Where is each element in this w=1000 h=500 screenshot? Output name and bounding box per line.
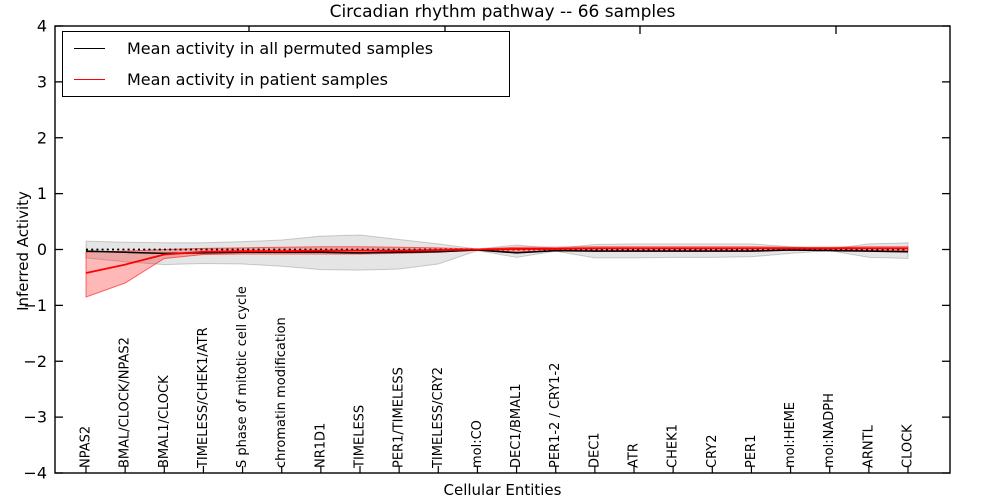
- x-tick-label: NR1D1: [313, 423, 328, 468]
- x-tick-label: TIMELESS/CHEK1/ATR: [196, 327, 211, 469]
- y-tick-label: 2: [37, 128, 47, 147]
- x-tick-label: BMAL1/CLOCK: [157, 375, 172, 468]
- x-tick-label: CRY2: [705, 435, 720, 469]
- x-tick-label: PER1-2 / CRY1-2: [548, 363, 563, 468]
- x-tick-label: NPAS2: [79, 426, 94, 468]
- x-tick-label: CHEK1: [666, 424, 681, 468]
- x-tick-label: DEC1/BMAL1: [509, 384, 524, 469]
- y-tick-label: −2: [23, 352, 47, 371]
- x-tick-label: mol:HEME: [783, 402, 798, 468]
- legend-line-sample-red: [74, 79, 105, 81]
- x-tick-label: DEC1: [587, 432, 602, 468]
- y-tick-label: 1: [37, 184, 47, 203]
- x-tick-label: BMAL/CLOCK/NPAS2: [118, 337, 133, 468]
- band-permuted-samples-range: [85, 234, 909, 271]
- line-mean-activity-in-all-permuted-samples: [85, 249, 909, 255]
- x-tick-label: S phase of mitotic cell cycle: [235, 286, 250, 468]
- y-tick-label: 3: [37, 72, 47, 91]
- x-tick-label: ARNTL: [861, 424, 876, 468]
- y-tick-label: 0: [37, 240, 47, 259]
- x-tick-label: CLOCK: [901, 424, 916, 468]
- y-tick-label: −3: [23, 408, 47, 427]
- legend-label: Mean activity in all permuted samples: [127, 38, 434, 58]
- x-tick-label: PER1: [744, 435, 759, 468]
- legend-item-patient: Mean activity in patient samples: [63, 65, 509, 95]
- x-tick-label: TIMELESS/CRY2: [431, 367, 446, 469]
- x-tick-label: TIMELESS: [353, 405, 368, 469]
- x-tick-label: PER1/TIMELESS: [392, 367, 407, 468]
- legend-box: Mean activity in all permuted samples Me…: [62, 31, 510, 97]
- x-tick-label: ATR: [627, 443, 642, 468]
- x-tick-label: chromatin modification: [274, 317, 289, 468]
- x-tick-label: mol:NADPH: [822, 393, 837, 468]
- line-mean-activity-in-patient-samples: [85, 247, 908, 274]
- band-patient-samples-range: [85, 246, 909, 298]
- legend-label: Mean activity in patient samples: [127, 70, 388, 90]
- x-axis-label: Cellular Entities: [443, 481, 562, 499]
- legend-line-sample-black: [74, 47, 105, 49]
- y-tick-label: −1: [23, 296, 47, 315]
- x-tick-label: mol:CO: [470, 420, 485, 468]
- y-tick-label: 4: [37, 17, 47, 36]
- y-axis-label: Inferred Activity: [14, 191, 32, 311]
- y-tick-label: −4: [23, 464, 47, 483]
- legend-item-permuted: Mean activity in all permuted samples: [63, 33, 509, 63]
- chart-title: Circadian rhythm pathway -- 66 samples: [329, 2, 676, 22]
